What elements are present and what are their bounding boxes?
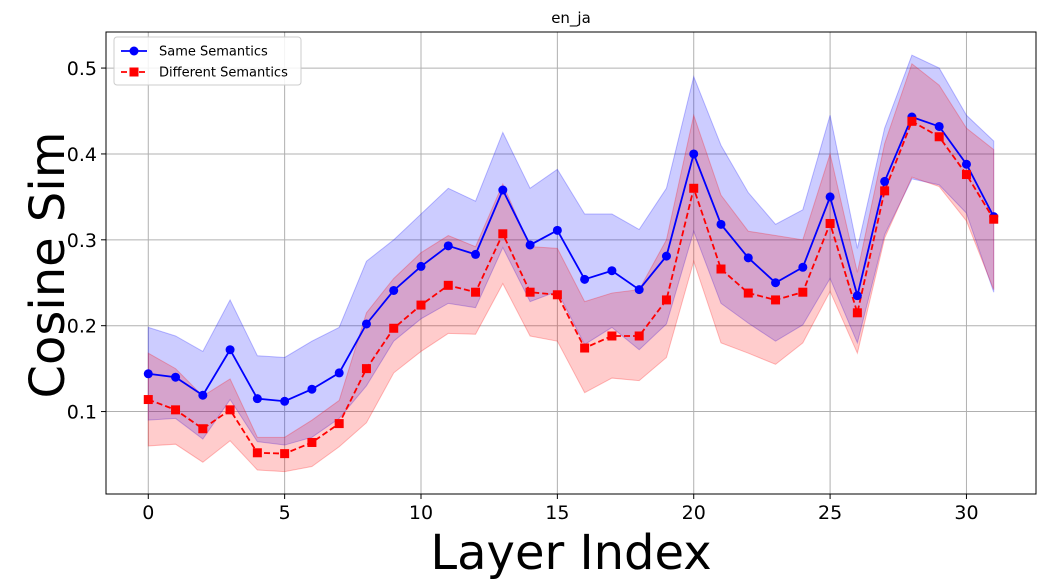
point-same-semantics: [798, 262, 808, 272]
point-same-semantics: [825, 192, 835, 202]
point-same-semantics: [552, 225, 562, 235]
x-tick-label: 10: [409, 502, 433, 524]
point-different-semantics: [307, 437, 317, 447]
point-same-semantics: [743, 253, 753, 263]
point-same-semantics: [607, 266, 617, 276]
point-different-semantics: [852, 308, 862, 318]
point-same-semantics: [961, 159, 971, 169]
point-same-semantics: [852, 291, 862, 301]
point-same-semantics: [634, 285, 644, 295]
band-different-semantics: [147, 62, 995, 473]
point-different-semantics: [743, 288, 753, 298]
point-same-semantics: [416, 261, 426, 271]
point-different-semantics: [389, 323, 399, 333]
x-axis-label: Layer Index: [430, 525, 711, 581]
point-different-semantics: [334, 419, 344, 429]
point-different-semantics: [171, 405, 181, 415]
point-same-semantics: [471, 249, 481, 259]
point-different-semantics: [771, 295, 781, 305]
point-same-semantics: [716, 219, 726, 229]
point-same-semantics: [198, 390, 208, 400]
point-different-semantics: [198, 424, 208, 434]
point-different-semantics: [280, 449, 290, 459]
point-different-semantics: [361, 364, 371, 374]
point-different-semantics: [907, 116, 917, 126]
point-same-semantics: [880, 176, 890, 186]
point-same-semantics: [661, 251, 671, 261]
point-different-semantics: [661, 295, 671, 305]
point-different-semantics: [934, 132, 944, 142]
point-same-semantics: [280, 396, 290, 406]
point-different-semantics: [689, 183, 699, 193]
point-different-semantics: [798, 287, 808, 297]
y-axis-ticks: 0.1 0.2 0.3 0.4 0.5: [67, 58, 106, 424]
line-same-semantics: [148, 115, 995, 403]
x-tick-label: 0: [142, 502, 154, 524]
point-different-semantics: [607, 331, 617, 341]
point-same-semantics: [334, 368, 344, 378]
point-different-semantics: [252, 448, 262, 458]
legend-label-same: Same Semantics: [159, 45, 268, 60]
point-same-semantics: [934, 121, 944, 131]
point-same-semantics: [252, 394, 262, 404]
point-different-semantics: [880, 186, 890, 196]
point-same-semantics: [580, 274, 590, 284]
point-different-semantics: [989, 214, 999, 224]
point-same-semantics: [171, 372, 181, 382]
y-tick-label: 0.3: [67, 230, 97, 252]
y-tick-label: 0.4: [67, 144, 97, 166]
point-same-semantics: [525, 240, 535, 250]
series-lines: [147, 115, 995, 455]
legend-marker-different: [129, 67, 139, 77]
point-same-semantics: [307, 384, 317, 394]
point-different-semantics: [580, 343, 590, 353]
x-tick-label: 5: [279, 502, 291, 524]
point-same-semantics: [389, 285, 399, 295]
point-different-semantics: [471, 287, 481, 297]
x-tick-label: 20: [682, 502, 706, 524]
line-different-semantics: [147, 120, 995, 455]
point-same-semantics: [225, 345, 235, 355]
point-different-semantics: [825, 218, 835, 228]
point-same-semantics: [143, 369, 153, 379]
point-same-semantics: [443, 241, 453, 251]
x-tick-label: 15: [545, 502, 569, 524]
y-axis-label: Cosine Sim: [20, 132, 76, 399]
point-different-semantics: [498, 229, 508, 239]
point-same-semantics: [771, 278, 781, 288]
series-markers: [143, 112, 999, 459]
y-tick-label: 0.5: [67, 58, 97, 80]
x-tick-label: 25: [818, 502, 842, 524]
point-different-semantics: [525, 287, 535, 297]
y-tick-label: 0.2: [67, 316, 97, 338]
legend-frame: [113, 36, 302, 86]
point-same-semantics: [498, 185, 508, 195]
plot-frame: [105, 31, 1037, 495]
point-different-semantics: [443, 280, 453, 290]
band-same-semantics: [147, 54, 995, 446]
y-tick-label: 0.1: [67, 402, 97, 424]
point-different-semantics: [143, 395, 153, 405]
point-different-semantics: [716, 264, 726, 274]
point-same-semantics: [361, 319, 371, 329]
point-different-semantics: [225, 405, 235, 415]
point-different-semantics: [552, 290, 562, 300]
confidence-bands: [147, 54, 995, 473]
point-same-semantics: [689, 149, 699, 159]
legend-label-different: Different Semantics: [159, 66, 288, 81]
point-different-semantics: [961, 170, 971, 180]
point-different-semantics: [634, 331, 644, 341]
point-different-semantics: [416, 300, 426, 310]
legend: Same Semantics Different Semantics: [113, 36, 302, 86]
chart-title: en_ja: [551, 9, 591, 28]
legend-marker-same: [129, 46, 139, 56]
x-axis-ticks: 0 5 10 15 20 25 30: [142, 494, 979, 524]
x-tick-label: 30: [954, 502, 978, 524]
